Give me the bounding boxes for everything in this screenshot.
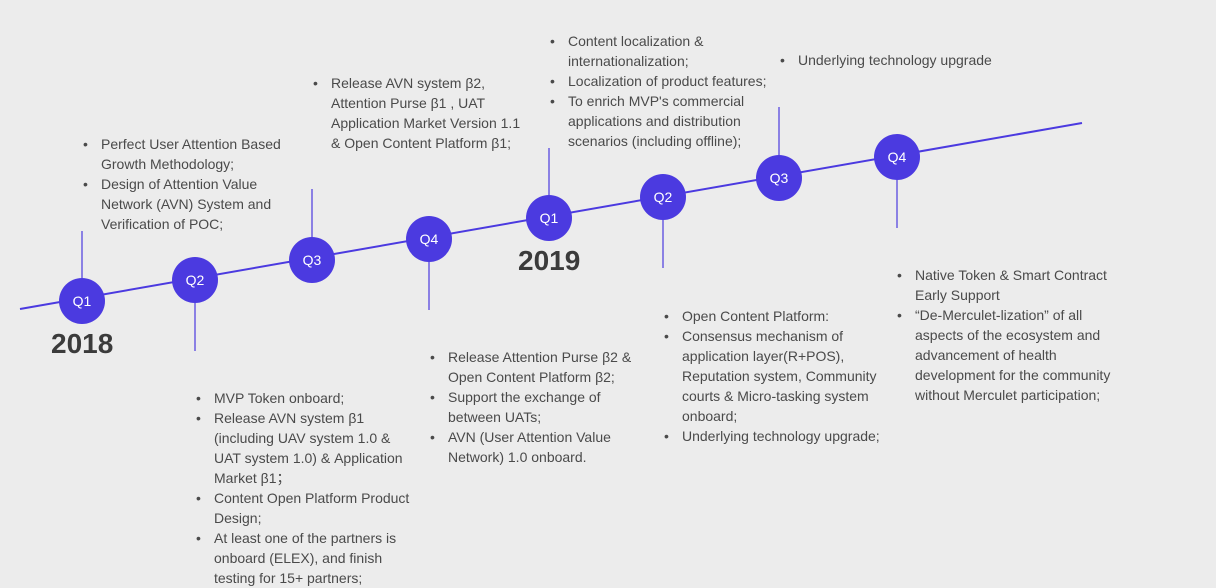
note-item: AVN (User Attention Value Network) 1.0 o… — [430, 427, 640, 467]
notes-q2-2018: MVP Token onboard; Release AVN system β1… — [196, 388, 416, 588]
notes-q2-2019: Open Content Platform: Consensus mechani… — [664, 306, 886, 446]
note-item: Content localization & internationalizat… — [550, 31, 772, 71]
node-q3-2019: Q3 — [756, 155, 802, 201]
note-item: Open Content Platform: — [664, 306, 886, 326]
note-item: Native Token & Smart Contract Early Supp… — [897, 265, 1117, 305]
note-item: Release Attention Purse β2 & Open Conten… — [430, 347, 640, 387]
node-q4-2018: Q4 — [406, 216, 452, 262]
node-q1-2019: Q1 — [526, 195, 572, 241]
node-q1-2018: Q1 — [59, 278, 105, 324]
note-item: MVP Token onboard; — [196, 388, 416, 408]
node-q4-2019: Q4 — [874, 134, 920, 180]
note-item: Underlying technology upgrade — [780, 50, 1010, 70]
notes-q4-2018: Release Attention Purse β2 & Open Conten… — [430, 347, 640, 467]
note-item: Perfect User Attention Based Growth Meth… — [83, 134, 293, 174]
node-q3-2018: Q3 — [289, 237, 335, 283]
notes-q1-2018: Perfect User Attention Based Growth Meth… — [83, 134, 293, 234]
note-item: Consensus mechanism of application layer… — [664, 326, 886, 426]
node-q2-2019: Q2 — [640, 174, 686, 220]
notes-q3-2018: Release AVN system β2, Attention Purse β… — [313, 73, 528, 153]
note-item: Localization of product features; — [550, 71, 772, 91]
notes-q1-2019: Content localization & internationalizat… — [550, 31, 772, 151]
note-item: At least one of the partners is onboard … — [196, 528, 416, 588]
year-label-2018: 2018 — [51, 328, 114, 359]
note-item: “De-Merculet-lization” of all aspects of… — [897, 305, 1117, 405]
notes-q3-2019: Underlying technology upgrade — [780, 50, 1010, 70]
note-item: Release AVN system β2, Attention Purse β… — [313, 73, 528, 153]
note-item: Design of Attention Value Network (AVN) … — [83, 174, 293, 234]
note-item: Underlying technology upgrade; — [664, 426, 886, 446]
year-label-2019: 2019 — [518, 245, 581, 276]
note-item: To enrich MVP's commercial applications … — [550, 91, 772, 151]
notes-q4-2019: Native Token & Smart Contract Early Supp… — [897, 265, 1117, 405]
note-item: Content Open Platform Product Design; — [196, 488, 416, 528]
note-item: Release AVN system β1 (including UAV sys… — [196, 408, 416, 488]
note-item: Support the exchange of between UATs; — [430, 387, 640, 427]
node-q2-2018: Q2 — [172, 257, 218, 303]
